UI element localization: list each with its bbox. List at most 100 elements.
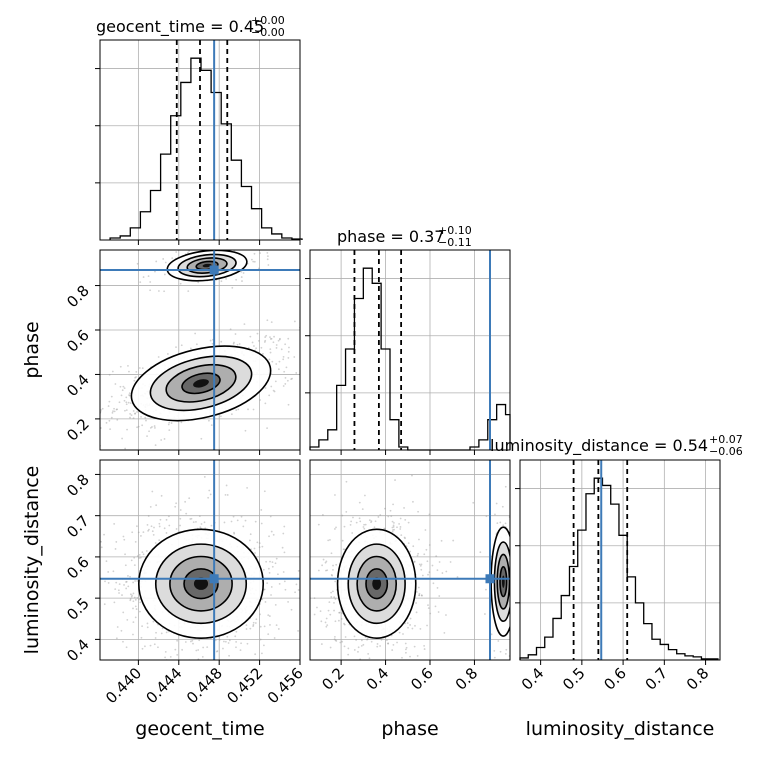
scatter-point [190, 517, 193, 520]
scatter-point [262, 644, 265, 647]
scatter-point [254, 552, 256, 554]
scatter-point [363, 523, 366, 526]
panel-frame [99, 249, 301, 451]
scatter-point [140, 416, 142, 418]
scatter-point [175, 502, 178, 505]
scatter-point [250, 258, 253, 261]
scatter-point [240, 642, 242, 645]
scatter-point [124, 447, 127, 450]
scatter-point [191, 639, 194, 642]
scatter-point [274, 562, 277, 565]
scatter-point [319, 352, 321, 354]
scatter-point [427, 604, 429, 607]
scatter-point [414, 624, 416, 627]
density-level [193, 379, 209, 388]
scatter-point [333, 601, 335, 604]
scatter-point [412, 500, 414, 503]
scatter-point [119, 365, 122, 368]
title-phase: phase = 0.37 [337, 227, 444, 246]
scatter-point [437, 611, 440, 613]
scatter-point [407, 542, 410, 545]
scatter-point [434, 605, 437, 608]
scatter-point [246, 486, 248, 489]
x-tick-label: 0.452 [223, 664, 266, 707]
scatter-point [305, 317, 307, 319]
scatter-point [194, 332, 197, 335]
scatter-point [125, 646, 128, 649]
scatter-point [269, 336, 271, 339]
scatter-point [141, 551, 144, 554]
scatter-point [181, 648, 184, 651]
scatter-point [100, 546, 103, 549]
scatter-point [258, 267, 260, 270]
scatter-point [129, 593, 132, 596]
scatter-point [235, 278, 238, 281]
scatter-point [118, 401, 121, 404]
scatter-point [230, 413, 233, 416]
scatter-point [197, 649, 200, 651]
scatter-point [233, 531, 235, 534]
scatter-point [159, 518, 162, 521]
scatter-point [502, 524, 505, 527]
scatter-point [146, 626, 149, 629]
scatter-point [358, 501, 361, 504]
scatter-point [513, 592, 515, 594]
scatter-point [174, 648, 177, 651]
scatter-point [226, 635, 229, 638]
scatter-point [168, 421, 171, 424]
scatter-point [132, 600, 135, 603]
scatter-point [139, 610, 141, 613]
x-tick-label: 0.8 [683, 664, 713, 694]
scatter-point [347, 653, 350, 656]
scatter-point [399, 528, 402, 530]
title-luminosity-distance-sup: +0.07 [709, 433, 743, 446]
scatter-point [141, 424, 144, 427]
scatter-point [135, 370, 138, 373]
scatter-point [441, 572, 444, 574]
scatter-point [271, 565, 274, 568]
scatter-point [129, 416, 131, 419]
scatter-point [134, 413, 136, 415]
scatter-point [242, 525, 245, 528]
scatter-point [330, 573, 333, 576]
scatter-point [128, 394, 130, 396]
scatter-point [223, 521, 226, 524]
scatter-point [380, 638, 383, 641]
scatter-point [288, 346, 290, 349]
scatter-point [404, 519, 407, 521]
scatter-point [364, 523, 367, 526]
scatter-point [123, 584, 125, 586]
scatter-point [290, 565, 292, 567]
scatter-point [398, 631, 401, 634]
scatter-point [321, 564, 324, 567]
scatter-point [268, 394, 271, 397]
scatter-point [357, 650, 359, 653]
scatter-point [269, 351, 272, 354]
scatter-point [403, 507, 405, 509]
scatter-point [385, 639, 388, 642]
scatter-point [248, 539, 251, 542]
scatter-point [269, 560, 271, 563]
scatter-point [321, 514, 324, 516]
scatter-point [119, 385, 122, 388]
scatter-point [324, 621, 327, 624]
scatter-point [83, 594, 85, 596]
scatter-point [100, 409, 102, 411]
scatter-point [197, 281, 200, 284]
scatter-point [358, 681, 360, 683]
scatter-point [343, 623, 346, 626]
scatter-point [228, 639, 231, 642]
scatter-point [401, 656, 403, 659]
title-luminosity-distance: luminosity_distance = 0.54 [490, 436, 708, 456]
scatter-point [176, 639, 179, 642]
scatter-point [334, 494, 336, 496]
scatter-point [273, 637, 276, 639]
scatter-point [150, 525, 153, 528]
scatter-point [90, 417, 92, 419]
scatter-point [272, 389, 275, 392]
scatter-point [155, 504, 158, 507]
scatter-point [104, 580, 106, 583]
scatter-point [196, 665, 198, 667]
scatter-point [499, 521, 502, 524]
panel-content [90, 250, 321, 450]
